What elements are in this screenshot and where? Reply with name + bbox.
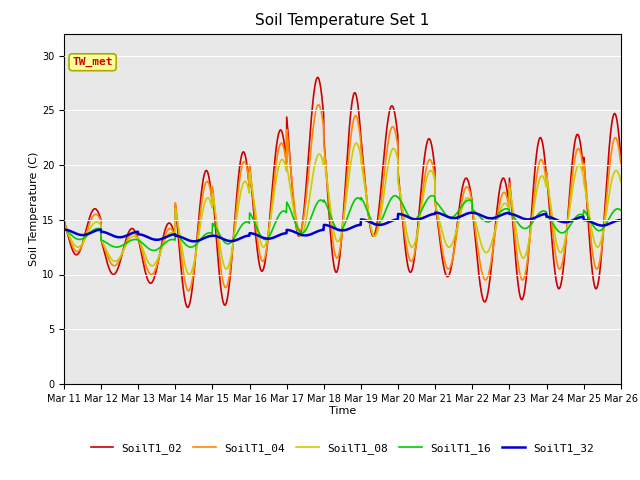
- SoilT1_04: [348, 124, 356, 130]
- Line: SoilT1_02: SoilT1_02: [64, 77, 621, 307]
- SoilT1_16: [508, 212, 516, 217]
- Line: SoilT1_32: SoilT1_32: [64, 213, 621, 241]
- SoilT1_02: [508, 209, 516, 215]
- SoilT1_16: [164, 238, 172, 244]
- Legend: SoilT1_02, SoilT1_04, SoilT1_08, SoilT1_16, SoilT1_32: SoilT1_02, SoilT1_04, SoilT1_08, SoilT1_…: [86, 439, 598, 458]
- SoilT1_08: [212, 215, 220, 220]
- Title: Soil Temperature Set 1: Soil Temperature Set 1: [255, 13, 429, 28]
- SoilT1_08: [186, 272, 193, 277]
- SoilT1_04: [164, 228, 172, 233]
- SoilT1_04: [315, 102, 323, 108]
- SoilT1_32: [593, 222, 601, 228]
- SoilT1_16: [212, 226, 220, 231]
- Line: SoilT1_16: SoilT1_16: [64, 196, 621, 251]
- SoilT1_32: [348, 225, 356, 230]
- SoilT1_02: [406, 269, 414, 275]
- SoilT1_32: [431, 210, 439, 216]
- SoilT1_02: [60, 217, 68, 223]
- SoilT1_02: [212, 232, 220, 238]
- SoilT1_32: [60, 227, 68, 232]
- SoilT1_08: [617, 179, 625, 185]
- Text: TW_met: TW_met: [72, 57, 113, 67]
- SoilT1_32: [212, 233, 220, 239]
- SoilT1_08: [60, 223, 68, 228]
- SoilT1_08: [164, 232, 172, 238]
- SoilT1_16: [593, 227, 601, 233]
- SoilT1_08: [593, 244, 601, 250]
- SoilT1_32: [406, 215, 414, 221]
- X-axis label: Time: Time: [329, 407, 356, 417]
- SoilT1_08: [508, 200, 516, 206]
- Y-axis label: Soil Temperature (C): Soil Temperature (C): [29, 152, 39, 266]
- SoilT1_04: [60, 219, 68, 225]
- SoilT1_08: [353, 140, 360, 146]
- SoilT1_16: [428, 193, 436, 199]
- SoilT1_02: [617, 155, 625, 160]
- SoilT1_16: [348, 203, 356, 208]
- SoilT1_04: [508, 204, 516, 210]
- SoilT1_16: [60, 227, 68, 232]
- SoilT1_02: [184, 304, 191, 310]
- Line: SoilT1_08: SoilT1_08: [64, 143, 621, 275]
- SoilT1_02: [164, 221, 172, 227]
- SoilT1_08: [348, 153, 356, 159]
- SoilT1_32: [617, 217, 625, 223]
- SoilT1_04: [212, 219, 220, 225]
- SoilT1_16: [406, 215, 414, 220]
- Line: SoilT1_04: SoilT1_04: [64, 105, 621, 291]
- SoilT1_16: [617, 207, 625, 213]
- SoilT1_04: [617, 160, 625, 166]
- SoilT1_32: [190, 239, 198, 244]
- SoilT1_16: [150, 248, 157, 253]
- SoilT1_02: [314, 74, 321, 80]
- SoilT1_32: [164, 233, 172, 239]
- SoilT1_04: [593, 266, 601, 272]
- SoilT1_04: [406, 258, 414, 264]
- SoilT1_02: [593, 285, 601, 291]
- SoilT1_04: [185, 288, 193, 294]
- SoilT1_08: [406, 242, 414, 248]
- SoilT1_02: [348, 98, 356, 104]
- SoilT1_32: [508, 211, 516, 217]
